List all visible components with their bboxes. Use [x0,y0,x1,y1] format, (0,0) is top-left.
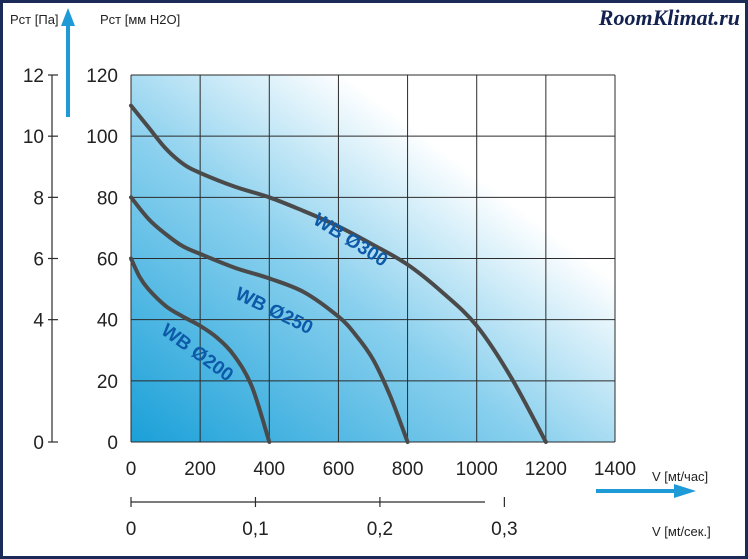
x-tick-label: 200 [184,459,216,480]
curves [129,103,548,444]
curve-wb-300 [129,103,548,444]
y-tick-label: 40 [97,311,118,332]
x2-tick-label: 0 [126,519,137,540]
y-tick-label: 20 [97,372,118,393]
y-tick-label: 100 [86,127,118,148]
y-tick-label: 120 [86,66,118,87]
x-tick-label: 0 [126,459,137,480]
y-tick-label: 60 [97,250,118,271]
y-left-tick-label: 0 [33,433,44,454]
x2-tick-label: 0,2 [367,519,393,540]
y-left-tick-label: 12 [23,66,44,87]
y-left-axis-label: Pст [Па] [10,12,59,27]
x2-axis-label: V [мt/сек.] [652,524,711,539]
x2-tick-label: 0,3 [491,519,517,540]
x-tick-label: 600 [323,459,355,480]
grid-lines [130,74,616,443]
x-tick-label: 400 [253,459,285,480]
x-tick-label: 1400 [594,459,636,480]
x-tick-label: 800 [392,459,424,480]
y-tick-label: 80 [97,188,118,209]
y-left-tick-label: 8 [33,188,44,209]
y-left-tick-label: 4 [33,311,44,332]
curve-wb-250 [129,195,410,444]
x-axis-label: V [мt/час] [652,469,708,484]
y-tick-label: 0 [107,433,118,454]
x-axis-arrowhead [674,484,696,498]
x-tick-label: 1000 [456,459,498,480]
axes [48,8,696,507]
y-axis-label: Pст [мм H2O] [100,12,180,27]
x2-tick-label: 0,1 [242,519,268,540]
y-axis-arrowhead [61,8,75,26]
curve-wb-200 [129,256,272,444]
y-left-tick-label: 6 [33,250,44,271]
x-tick-label: 1200 [525,459,567,480]
watermark-text: RoomKlimat.ru [598,5,740,30]
y-left-tick-label: 10 [23,127,44,148]
